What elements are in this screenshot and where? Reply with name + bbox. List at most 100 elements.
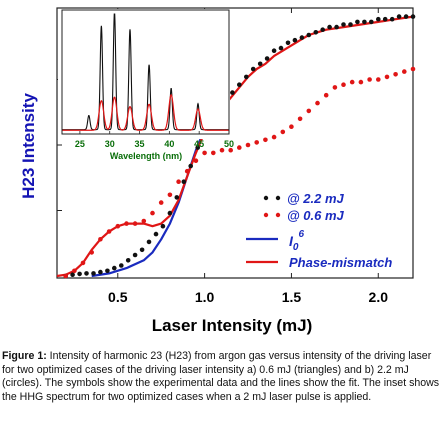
main-data-point [193,158,199,163]
legend-label-i06: I0 6 [289,229,304,253]
legend-marker-2-2mj [263,195,269,201]
main-data-point [230,90,235,95]
main-data-point [105,268,110,274]
legend-label-phase-mismatch: Phase-mismatch [289,255,392,270]
main-data-point [403,14,409,19]
inset-x-tick-label: 40 [164,139,174,149]
main-data-point [376,16,381,22]
main-data-point [202,150,207,156]
main-data-point [306,32,312,38]
main-data-point [299,35,305,40]
main-x-axis-title: Laser Intensity (mJ) [152,316,313,335]
inset-x-tick-label: 35 [135,139,145,149]
main-data-point [112,265,117,271]
inset-x-axis-ticks: 25 30 35 40 45 50 [75,131,234,149]
main-data-point [106,229,112,234]
main-data-point [327,24,332,30]
main-data-point [84,271,89,276]
main-data-point [237,145,242,150]
legend-item-i06: I0 6 [246,229,304,253]
main-data-point [228,147,233,153]
inset-x-axis-title: Wavelength (nm) [110,151,182,161]
main-data-point [320,27,326,32]
main-data-point [382,16,388,22]
inset-spectrum-line [62,13,229,131]
legend-label-i06-main: I [289,233,294,249]
main-data-point [124,221,129,226]
main-data-point [257,61,263,67]
legend: @ 2.2 mJ @ 0.6 mJ I0 6 Phase-mismatch [246,191,392,270]
main-data-point [184,168,190,174]
main-data-point [244,74,249,80]
main-data-point [271,48,277,53]
main-data-point [264,56,270,61]
main-data-point [150,210,155,216]
main-data-point [80,260,86,266]
main-data-point [332,85,338,90]
main-marks [56,14,416,279]
main-data-point [119,263,124,268]
main-data-point [389,16,395,22]
legend-label-2-2mj: @ 2.2 mJ [287,191,345,206]
main-data-point [278,45,284,51]
main-data-point [306,108,312,114]
main-data-point [280,129,286,135]
main-data-point [139,247,145,253]
inset-x-tick-label: 25 [75,139,85,149]
main-data-point [181,179,187,184]
main-data-point [146,239,152,245]
legend-label-0-6mj: @ 0.6 mJ [287,208,345,223]
main-data-point [410,14,416,19]
main-data-point [158,200,164,205]
caption-label: Figure 1: [2,350,47,362]
main-y-axis-title: H23 Intensity [19,93,38,199]
main-data-point [289,124,294,129]
main-x-tick-label: 2.0 [369,289,389,305]
main-data-point [263,137,268,143]
main-data-point [98,269,103,275]
inset-spectrum-line [62,94,229,131]
main-data-point [63,273,68,279]
main-data-point [355,19,360,25]
legend-item-phase-mismatch: Phase-mismatch [246,255,392,270]
main-data-point [188,163,193,169]
main-data-point [341,82,346,87]
main-data-point [174,195,180,200]
main-data-point [153,231,159,237]
main-data-point [89,250,94,255]
main-data-point [358,79,364,85]
main-data-point [369,19,374,25]
main-data-point [285,40,291,46]
main-data-point [237,82,242,87]
main-data-point [292,37,298,43]
main-data-point [341,22,346,27]
main-data-point [367,77,372,82]
legend-item-0-6mj: @ 0.6 mJ [263,208,345,223]
main-data-point [132,252,138,258]
legend-marker-0-6mj [263,212,269,218]
main-data-point [376,77,381,82]
legend-item-2-2mj: @ 2.2 mJ [263,191,345,206]
main-plot: 0.5 1.0 1.5 2.0 Laser Intensity (mJ) H23 In… [19,7,416,335]
main-x-tick-label: 1.0 [195,289,215,305]
main-data-point [271,134,277,140]
main-data-point [349,79,355,85]
inset-x-tick-label: 30 [105,139,115,149]
main-data-point [141,218,147,224]
main-data-point [219,147,225,153]
main-data-point [323,92,329,98]
main-data-point [362,19,367,25]
main-data-point [313,30,319,35]
main-data-point [176,179,181,184]
main-data-point [402,69,407,74]
main-data-point [334,24,339,30]
main-data-point [396,14,402,19]
legend-marker-0-6mj-b [275,212,281,218]
main-x-axis-ticks: 0.5 1.0 1.5 2.0 [57,8,388,305]
main-data-point [348,22,353,27]
figure-caption: Figure 1: Intensity of harmonic 23 (H23)… [2,350,440,404]
main-data-point [98,237,103,242]
inset-frame [61,9,230,135]
legend-label-i06-sub: 0 [293,242,299,253]
